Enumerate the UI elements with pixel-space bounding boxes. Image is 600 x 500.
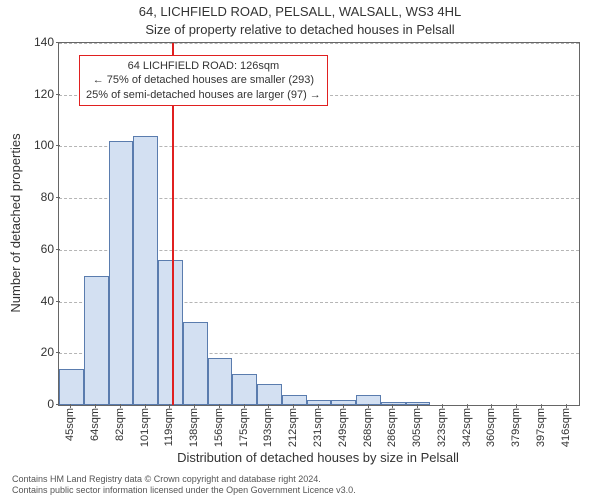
x-tick: 342sqm <box>461 408 473 447</box>
x-tick: 379sqm <box>510 408 522 447</box>
bar <box>232 374 257 405</box>
bar <box>381 402 406 405</box>
bar <box>59 369 84 405</box>
bar <box>109 141 134 405</box>
x-tick: 175sqm <box>238 408 250 447</box>
x-tick: 82sqm <box>114 408 126 441</box>
y-tick: 40 <box>14 294 54 308</box>
x-tick: 101sqm <box>139 408 151 447</box>
x-tick: 45sqm <box>64 408 76 441</box>
bar <box>158 260 183 405</box>
annotation-line2: ← 75% of detached houses are smaller (29… <box>86 73 321 87</box>
page-subtitle: Size of property relative to detached ho… <box>0 22 600 37</box>
page-title: 64, LICHFIELD ROAD, PELSALL, WALSALL, WS… <box>0 4 600 19</box>
bar <box>208 358 233 405</box>
y-tick: 20 <box>14 345 54 359</box>
x-tick: 286sqm <box>386 408 398 447</box>
annotation-box: 64 LICHFIELD ROAD: 126sqm ← 75% of detac… <box>79 55 328 106</box>
x-tick: 138sqm <box>188 408 200 447</box>
x-tick: 231sqm <box>312 408 324 447</box>
y-tick: 100 <box>14 138 54 152</box>
x-tick: 119sqm <box>163 408 175 446</box>
footer-text: Contains HM Land Registry data © Crown c… <box>12 474 356 496</box>
bar <box>406 402 431 405</box>
x-tick: 397sqm <box>535 408 547 447</box>
x-tick: 193sqm <box>262 408 274 447</box>
x-tick: 360sqm <box>485 408 497 447</box>
x-tick: 323sqm <box>436 408 448 447</box>
bar <box>257 384 282 405</box>
footer-line2: Contains public sector information licen… <box>12 485 356 496</box>
annotation-line3: 25% of semi-detached houses are larger (… <box>86 88 321 102</box>
bar <box>183 322 208 405</box>
x-tick: 156sqm <box>213 408 225 447</box>
x-tick: 212sqm <box>287 408 299 447</box>
annotation-line1: 64 LICHFIELD ROAD: 126sqm <box>86 59 321 73</box>
x-tick: 64sqm <box>89 408 101 441</box>
y-tick: 120 <box>14 87 54 101</box>
footer-line1: Contains HM Land Registry data © Crown c… <box>12 474 356 485</box>
plot-area: 64 LICHFIELD ROAD: 126sqm ← 75% of detac… <box>58 42 580 406</box>
x-tick: 268sqm <box>362 408 374 447</box>
chart-container: 64, LICHFIELD ROAD, PELSALL, WALSALL, WS… <box>0 0 600 500</box>
bar <box>133 136 158 405</box>
y-tick: 140 <box>14 35 54 49</box>
x-axis-label: Distribution of detached houses by size … <box>58 450 578 465</box>
x-tick: 305sqm <box>411 408 423 447</box>
x-tick: 416sqm <box>560 408 572 447</box>
bar <box>282 395 307 405</box>
bar <box>84 276 109 405</box>
y-tick: 80 <box>14 190 54 204</box>
y-tick: 60 <box>14 242 54 256</box>
y-tick: 0 <box>14 397 54 411</box>
x-tick: 249sqm <box>337 408 349 447</box>
